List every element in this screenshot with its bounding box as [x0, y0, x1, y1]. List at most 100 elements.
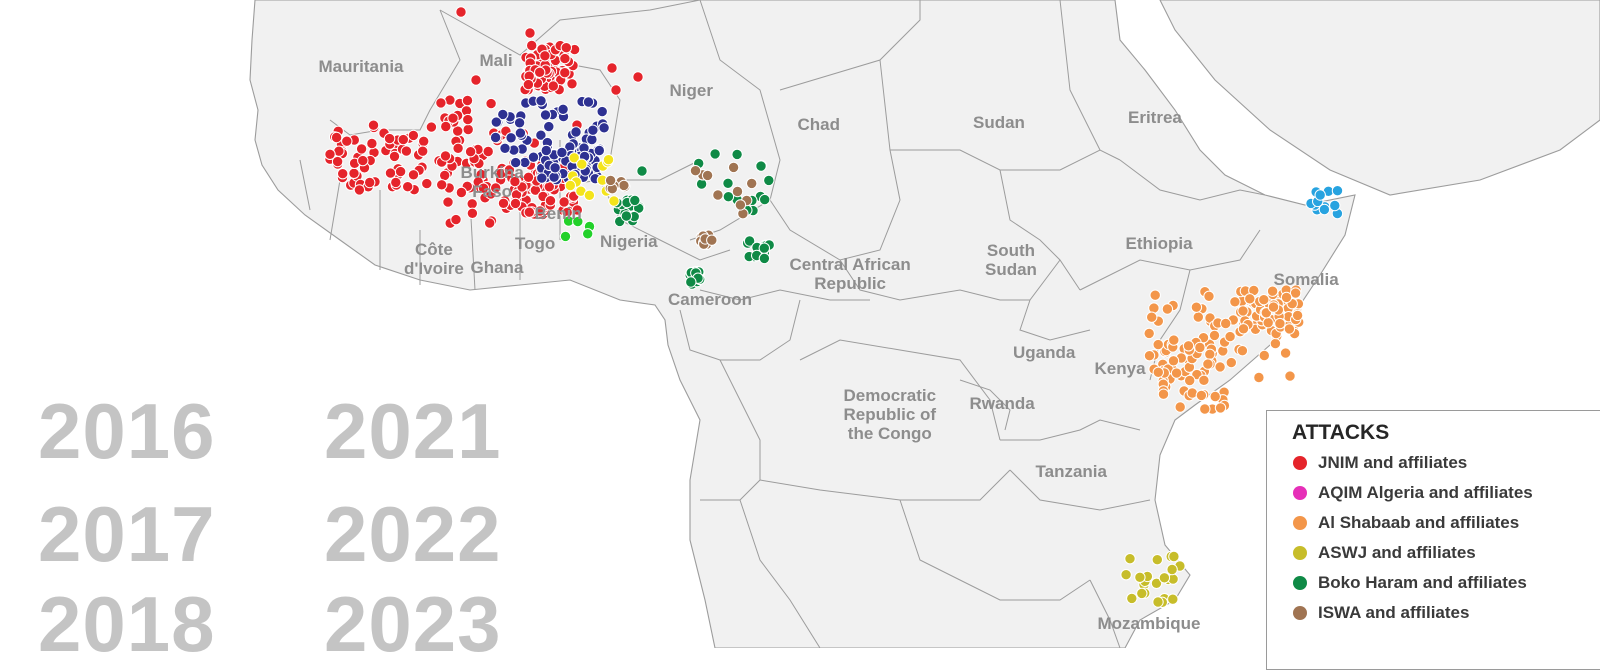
attack-point-outlier: [470, 74, 482, 86]
attack-point-isgs: [570, 126, 582, 138]
year-2017: 2017: [38, 490, 216, 578]
attack-point-boko: [743, 235, 756, 247]
attack-point-aswj: [1158, 572, 1171, 584]
attack-point-jnim: [509, 175, 521, 188]
country-label-cameroon: Cameroon: [668, 289, 753, 309]
legend-swatch: [1293, 516, 1307, 530]
attack-point-shabaab: [1266, 285, 1279, 297]
attack-point-jnim: [539, 50, 551, 62]
attack-point-shabaab: [1202, 358, 1214, 370]
attack-point-boko: [763, 174, 775, 187]
country-label-somalia: Somalia: [1273, 269, 1339, 289]
attack-point-jnim: [455, 186, 468, 199]
attack-point-jnim: [402, 181, 414, 193]
country-label-mauritania: Mauritania: [318, 56, 404, 76]
attack-point-iswa: [618, 179, 630, 192]
attack-point-shabaab: [1284, 370, 1296, 382]
attack-point-jnim: [462, 113, 474, 126]
attack-point-shabaab: [1209, 390, 1221, 403]
attack-point-iswa: [727, 161, 740, 174]
attack-point-yellow: [576, 158, 588, 170]
attack-point-jnim: [439, 150, 452, 162]
attack-point-outlier: [610, 84, 622, 96]
attack-point-jnim: [547, 80, 559, 92]
year-2022: 2022: [324, 490, 502, 578]
attack-point-boko: [620, 210, 633, 222]
attack-point-isis-somalia: [1331, 185, 1344, 197]
attack-point-shabaab: [1195, 389, 1208, 402]
attack-point-jnim: [421, 177, 433, 190]
country-label-niger: Niger: [669, 80, 713, 100]
attack-point-shabaab: [1267, 301, 1280, 313]
attack-point-shabaab: [1208, 329, 1221, 342]
attack-point-iswa: [706, 234, 718, 246]
attack-point-isis-somalia: [1318, 203, 1331, 216]
legend-item-boko: Boko Haram and affiliates: [1293, 571, 1527, 595]
attack-point-isgs: [536, 172, 548, 184]
attack-point-jnim: [523, 206, 535, 218]
attack-point-jnim: [397, 133, 409, 146]
attack-point-jnim: [497, 197, 510, 210]
attack-point-shabaab: [1225, 356, 1238, 369]
country-borders: [299, 0, 1266, 648]
attack-point-isgs: [513, 117, 526, 129]
legend-label: ASWJ and affiliates: [1318, 543, 1476, 562]
attack-point-shabaab: [1244, 293, 1256, 305]
country-label-drc: Democratic Republic of the Congo: [843, 385, 937, 443]
attack-point-shabaab: [1220, 317, 1232, 330]
attack-point-shabaab: [1194, 341, 1206, 354]
attack-point-jnim: [466, 207, 479, 220]
attack-point-boko: [758, 242, 770, 254]
attack-point-yellow: [583, 189, 596, 202]
attack-point-shabaab: [1170, 367, 1183, 379]
legend-item-aswj: ASWJ and affiliates: [1293, 541, 1476, 565]
country-label-cote: Côte d'Ivoire: [404, 240, 464, 278]
attack-point-jnim: [384, 167, 397, 179]
attack-point-boko: [722, 177, 734, 190]
legend-label: AQIM Algeria and affiliates: [1318, 483, 1533, 502]
attack-point-isis-somalia: [1329, 199, 1341, 212]
attack-point-shabaab: [1146, 311, 1158, 323]
attack-point-jnim: [490, 182, 502, 194]
attack-point-shabaab: [1262, 317, 1274, 329]
attack-point-yellow: [568, 152, 580, 164]
country-label-chad: Chad: [797, 114, 841, 134]
attack-point-jnim: [417, 145, 429, 157]
attack-point-ansaru: [559, 230, 572, 243]
attack-point-jnim: [425, 121, 438, 133]
attack-point-shabaab: [1182, 340, 1195, 352]
attack-point-isgs: [543, 120, 555, 133]
attack-point-iswa: [712, 189, 724, 201]
attack-point-jnim: [442, 196, 454, 208]
country-label-ethiopia: Ethiopia: [1125, 233, 1193, 253]
legend-item-jnim: JNIM and affiliates: [1293, 451, 1467, 475]
attack-point-jnim: [418, 135, 430, 148]
attack-point-shabaab: [1229, 296, 1241, 308]
attack-point-isgs: [539, 109, 552, 121]
year-2021: 2021: [324, 387, 502, 475]
legend-swatch: [1293, 486, 1307, 500]
attack-point-shabaab: [1224, 330, 1236, 343]
attack-point-shabaab: [1143, 350, 1156, 362]
attack-point-shabaab: [1269, 337, 1282, 350]
attack-point-isgs: [557, 103, 569, 116]
attack-point-jnim: [503, 164, 516, 176]
year-2018: 2018: [38, 580, 216, 668]
attack-point-boko: [629, 194, 641, 207]
attack-point-outlier: [524, 27, 536, 39]
attack-point-jnim: [509, 197, 522, 210]
country-label-mozambique: Mozambique: [1097, 613, 1201, 633]
attack-point-aswj: [1168, 550, 1180, 563]
attack-point-isgs: [549, 162, 561, 174]
attack-point-shabaab: [1167, 355, 1180, 367]
attack-point-aswj: [1136, 587, 1148, 600]
attack-point-jnim: [522, 171, 535, 184]
attack-point-shabaab: [1199, 403, 1211, 415]
attack-point-shabaab: [1280, 291, 1293, 304]
attack-point-outlier: [632, 71, 644, 83]
country-label-ghana: Ghana: [470, 257, 524, 277]
attack-point-isgs: [489, 131, 502, 144]
attack-point-shabaab: [1237, 305, 1249, 317]
attack-point-aswj: [1151, 554, 1164, 566]
attack-point-outlier: [455, 6, 467, 18]
